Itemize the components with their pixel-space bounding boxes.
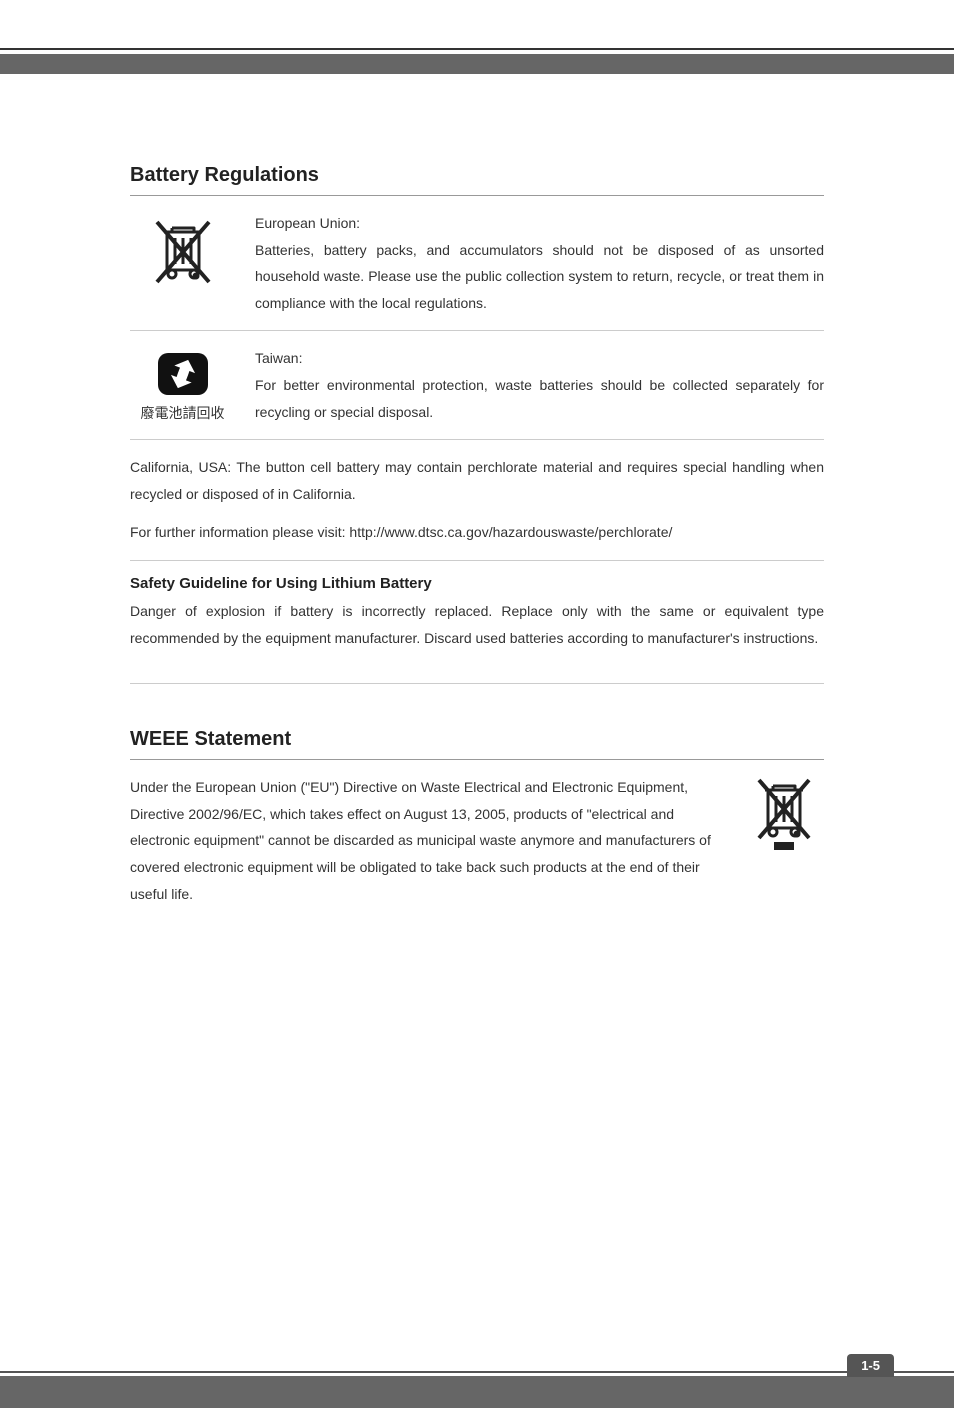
lithium-heading: Safety Guideline for Using Lithium Batte…: [130, 575, 824, 592]
divider: [130, 195, 824, 196]
taiwan-row: 廢電池請回收 Taiwan: For better environmental …: [130, 345, 824, 425]
lithium-body: Danger of explosion if battery is incorr…: [130, 598, 824, 651]
eu-text: European Union: Batteries, battery packs…: [255, 210, 824, 316]
footer-rule: [0, 1371, 954, 1373]
divider: [130, 560, 824, 561]
california-text: California, USA: The button cell battery…: [130, 454, 824, 507]
taiwan-body: For better environmental protection, was…: [255, 372, 824, 425]
divider: [130, 759, 824, 760]
taiwan-title: Taiwan:: [255, 345, 824, 372]
divider: [130, 683, 824, 684]
weee-body: Under the European Union ("EU") Directiv…: [130, 774, 734, 907]
divider: [130, 439, 824, 440]
taiwan-recycle-icon: 廢電池請回收: [130, 345, 235, 425]
crossed-bin-icon: [130, 210, 235, 316]
battery-heading: Battery Regulations: [130, 164, 824, 187]
eu-body: Batteries, battery packs, and accumulato…: [255, 237, 824, 317]
header-accent-bar: [0, 54, 954, 74]
further-info-text: For further information please visit: ht…: [130, 519, 824, 546]
header-rule: [0, 0, 954, 50]
page-number-badge: 1-5: [847, 1354, 894, 1377]
weee-row: Under the European Union ("EU") Directiv…: [130, 774, 824, 907]
taiwan-text: Taiwan: For better environmental protect…: [255, 345, 824, 425]
eu-title: European Union:: [255, 210, 824, 237]
taiwan-icon-label: 廢電池請回收: [141, 403, 225, 423]
divider: [130, 330, 824, 331]
page-content: Battery Regulations European U: [0, 164, 954, 907]
page-footer: 1-5: [0, 1371, 954, 1411]
footer-bar: 1-5: [0, 1376, 954, 1408]
weee-bin-icon: [754, 774, 824, 859]
eu-row: European Union: Batteries, battery packs…: [130, 210, 824, 316]
weee-heading: WEEE Statement: [130, 728, 824, 751]
